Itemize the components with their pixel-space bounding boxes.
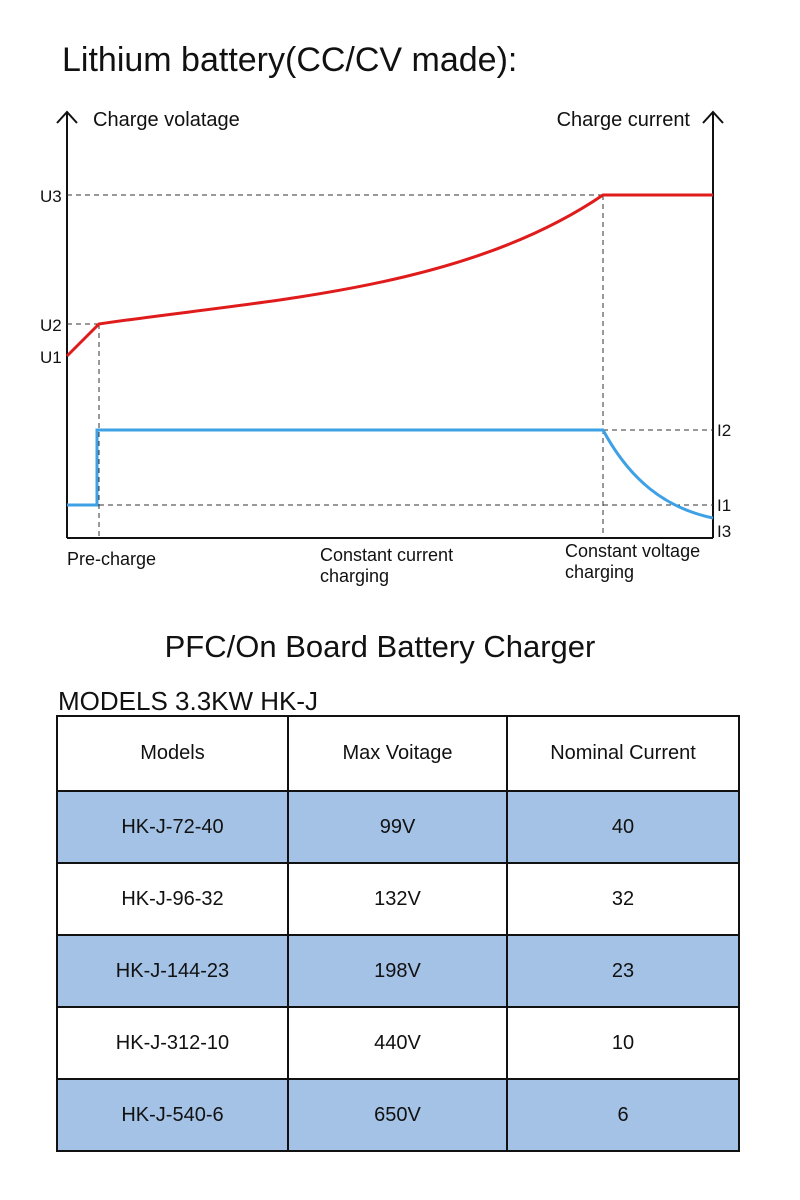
voltage-cell: 132V [287,862,508,936]
page-title: Lithium battery(CC/CV made): [62,41,518,79]
header-models: Models [56,715,289,792]
model-cell: HK-J-540-6 [56,1078,289,1152]
model-cell: HK-J-312-10 [56,1006,289,1080]
stage-label: Pre-charge [67,549,156,569]
voltage-curve [65,193,713,358]
table-row: HK-J-540-6 650V 6 [56,1078,740,1152]
header-max-voltage: Max Voitage [287,715,508,792]
header-nominal-current: Nominal Current [506,715,740,792]
current-cell: 6 [506,1078,740,1152]
right-axis-arrow-icon [702,110,724,124]
stage-label: Constant voltage [565,541,700,561]
left-axis-arrow-icon [56,110,78,124]
voltage-level-label: U3 [40,187,62,206]
stage-label: charging [320,566,389,586]
charge-curve-diagram: Charge volatage Charge current U1 U2 U3 I1 I2 I… [40,109,731,586]
right-axis-title: Charge current [557,109,691,131]
models-label: MODELS 3.3KW HK-J [58,686,319,716]
stage-label: Constant current [320,545,453,565]
voltage-cell: 99V [287,790,508,864]
current-level-label: I3 [717,522,731,541]
model-cell: HK-J-96-32 [56,862,289,936]
table-row: HK-J-144-23 198V 23 [56,934,740,1008]
current-cell: 32 [506,862,740,936]
section-subtitle: PFC/On Board Battery Charger [164,629,596,664]
current-curve [67,428,714,520]
stage-label: charging [565,562,634,582]
table-row: HK-J-72-40 99V 40 [56,790,740,864]
model-cell: HK-J-144-23 [56,934,289,1008]
table-row: HK-J-96-32 132V 32 [56,862,740,936]
table-header-row: Models Max Voitage Nominal Current [56,715,740,792]
current-level-label: I1 [717,496,731,515]
current-cell: 10 [506,1006,740,1080]
current-level-label: I2 [717,421,731,440]
current-cell: 23 [506,934,740,1008]
voltage-cell: 440V [287,1006,508,1080]
table-row: HK-J-312-10 440V 10 [56,1006,740,1080]
left-axis-title: Charge volatage [93,109,240,131]
voltage-level-label: U2 [40,316,62,335]
voltage-cell: 650V [287,1078,508,1152]
voltage-level-label: U1 [40,348,62,367]
voltage-cell: 198V [287,934,508,1008]
models-table: Models Max Voitage Nominal Current HK-J-… [56,715,740,1152]
model-cell: HK-J-72-40 [56,790,289,864]
current-cell: 40 [506,790,740,864]
